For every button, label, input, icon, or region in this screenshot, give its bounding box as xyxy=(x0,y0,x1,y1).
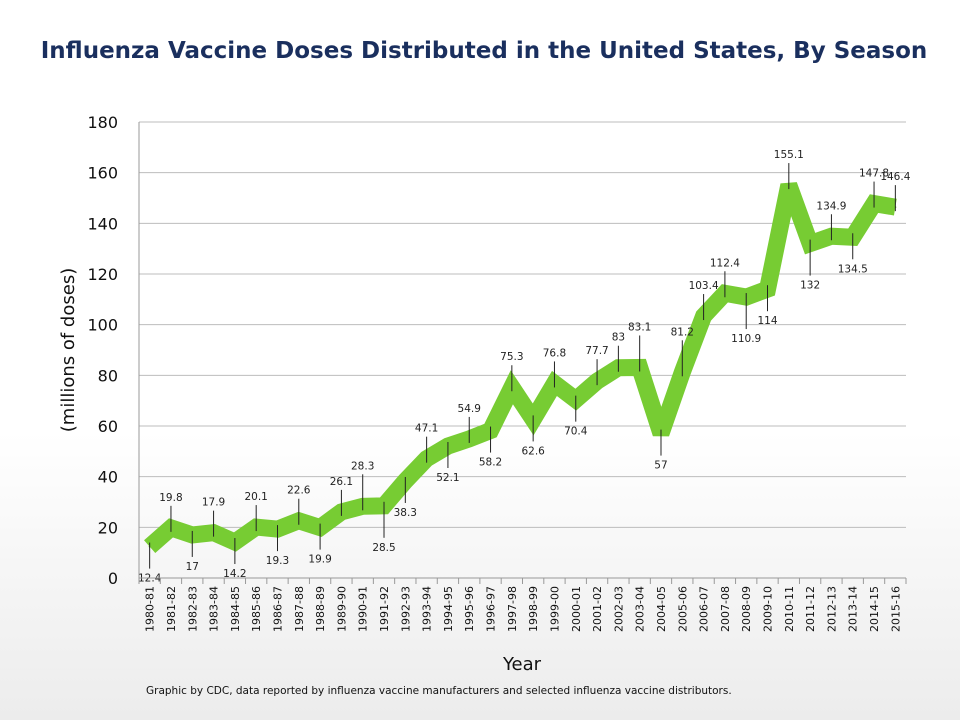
data-label: 17.9 xyxy=(202,497,225,509)
x-tick-label: 1994-95 xyxy=(442,586,455,632)
data-label: 112.4 xyxy=(710,257,740,269)
x-tick-label: 2014-15 xyxy=(868,586,881,632)
data-label: 134.5 xyxy=(838,263,868,275)
y-tick-label: 140 xyxy=(87,214,118,233)
data-label: 103.4 xyxy=(689,280,719,292)
y-tick-label: 120 xyxy=(87,265,118,284)
y-tick-label: 180 xyxy=(87,113,118,132)
data-label: 19.8 xyxy=(159,492,182,504)
data-label: 20.1 xyxy=(244,491,267,503)
data-label: 58.2 xyxy=(479,457,502,469)
x-tick-label: 2002-03 xyxy=(612,586,625,632)
data-label: 17 xyxy=(186,561,199,573)
x-tick-label: 1985-86 xyxy=(250,586,263,632)
data-label: 132 xyxy=(800,280,820,292)
x-tick-label: 2012-13 xyxy=(825,586,838,632)
x-tick-label: 2004-05 xyxy=(655,586,668,632)
data-label: 57 xyxy=(654,460,667,472)
data-label: 155.1 xyxy=(774,149,804,161)
data-label: 62.6 xyxy=(521,445,545,457)
x-tick-label: 2000-01 xyxy=(570,586,583,632)
y-axis-title: (millions of doses) xyxy=(58,268,79,432)
data-label: 22.6 xyxy=(287,485,311,497)
x-tick-label: 2011-12 xyxy=(804,586,817,632)
x-tick-label: 2006-07 xyxy=(698,586,711,632)
source-credit: Graphic by CDC, data reported by influen… xyxy=(146,685,732,697)
data-label: 146.4 xyxy=(880,171,910,183)
x-tick-label: 1984-85 xyxy=(229,586,242,632)
x-tick-label: 2008-09 xyxy=(740,586,753,632)
x-tick-label: 1986-87 xyxy=(271,586,284,632)
x-tick-label: 1992-93 xyxy=(399,586,412,632)
x-tick-label: 2013-14 xyxy=(847,586,860,632)
data-label: 147.8 xyxy=(859,168,889,180)
data-label: 52.1 xyxy=(436,472,459,484)
x-tick-label: 1990-91 xyxy=(357,586,370,632)
x-tick-label: 2015-16 xyxy=(889,586,902,632)
data-label: 83 xyxy=(612,332,625,344)
x-tick-label: 2007-08 xyxy=(719,586,732,632)
x-tick-label: 1981-82 xyxy=(165,586,178,632)
data-label: 47.1 xyxy=(415,423,438,435)
data-label: 38.3 xyxy=(394,507,417,519)
data-label: 81.2 xyxy=(671,326,694,338)
chart-title: Influenza Vaccine Doses Distributed in t… xyxy=(40,38,928,64)
x-tick-label: 1983-84 xyxy=(208,586,221,632)
y-tick-label: 20 xyxy=(98,518,118,537)
x-tick-label: 2010-11 xyxy=(783,586,796,632)
x-tick-label: 1988-89 xyxy=(314,586,327,632)
x-tick-label: 1997-98 xyxy=(506,586,519,632)
data-label: 110.9 xyxy=(731,333,761,345)
x-tick-label: 1989-90 xyxy=(335,586,348,632)
data-label: 14.2 xyxy=(223,568,246,580)
x-tick-label: 1993-94 xyxy=(421,586,434,632)
data-label: 19.9 xyxy=(308,554,331,566)
data-label: 77.7 xyxy=(585,345,608,357)
data-label: 12.4 xyxy=(138,573,162,585)
x-tick-label: 1999-00 xyxy=(548,586,561,632)
x-tick-label: 1980-81 xyxy=(144,586,157,632)
y-tick-label: 160 xyxy=(87,164,118,183)
y-tick-label: 100 xyxy=(87,316,118,335)
y-tick-label: 60 xyxy=(98,417,118,436)
x-tick-label: 1987-88 xyxy=(293,586,306,632)
data-label: 28.5 xyxy=(372,542,395,554)
data-label: 19.3 xyxy=(266,555,289,567)
x-tick-label: 1982-83 xyxy=(186,586,199,632)
x-axis-title: Year xyxy=(502,654,542,675)
x-tick-label: 2005-06 xyxy=(676,586,689,632)
data-label: 28.3 xyxy=(351,460,374,472)
x-tick-label: 1991-92 xyxy=(378,586,391,632)
data-label: 75.3 xyxy=(500,351,523,363)
x-tick-label: 1995-96 xyxy=(463,586,476,632)
x-tick-label: 2009-10 xyxy=(762,586,775,632)
data-label: 114 xyxy=(757,315,777,327)
y-tick-label: 80 xyxy=(98,366,118,385)
data-label: 83.1 xyxy=(628,321,651,333)
data-label: 54.9 xyxy=(458,403,481,415)
y-tick-label: 0 xyxy=(108,569,118,588)
series-band xyxy=(144,182,897,553)
data-label: 134.9 xyxy=(816,200,846,212)
x-tick-label: 2001-02 xyxy=(591,586,604,632)
x-tick-label: 2003-04 xyxy=(634,586,647,632)
x-tick-label: 1996-97 xyxy=(485,586,498,632)
x-tick-label: 1998-99 xyxy=(527,586,540,632)
data-label: 76.8 xyxy=(543,347,566,359)
data-label: 26.1 xyxy=(330,476,353,488)
data-label: 70.4 xyxy=(564,426,588,438)
y-tick-label: 40 xyxy=(98,468,118,487)
